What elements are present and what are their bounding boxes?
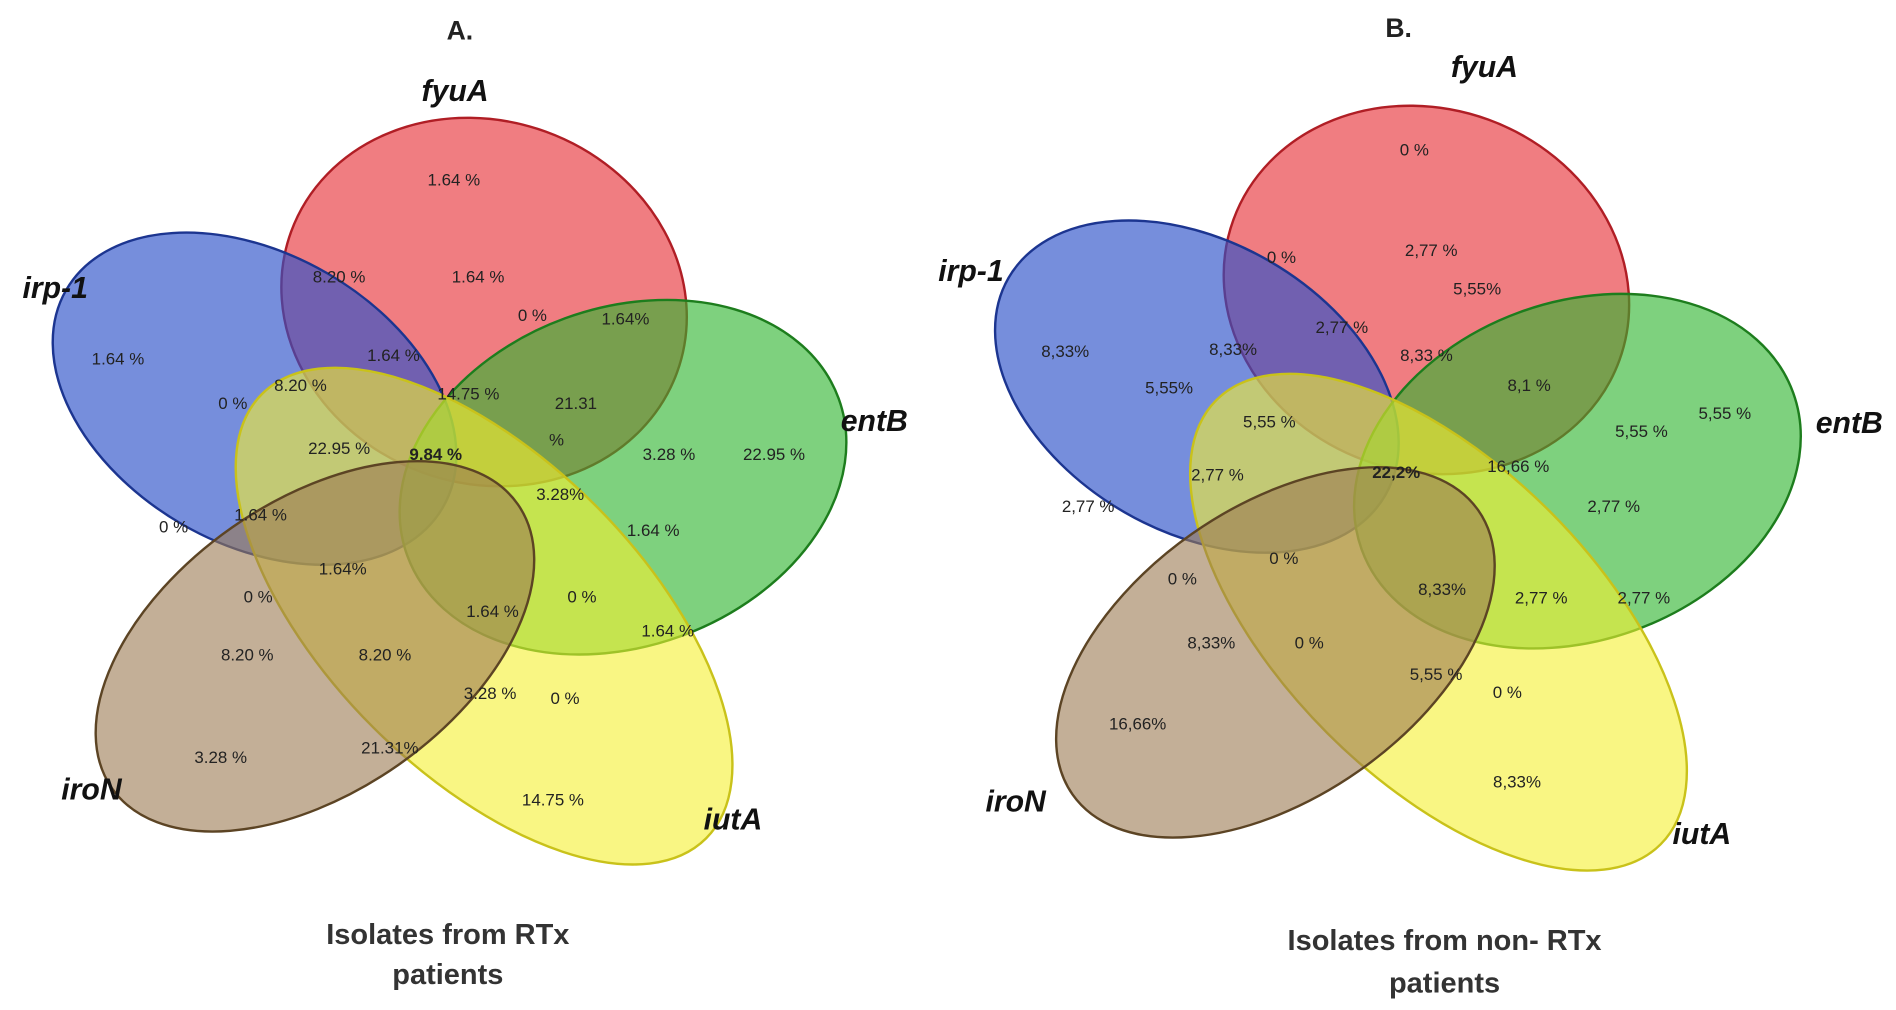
caption: Isolates from non- RTx [1288, 925, 1602, 957]
region-label: 5,55% [1453, 279, 1501, 298]
region-label: 22.95 % [308, 439, 370, 458]
region-label: 2,77 % [1405, 241, 1458, 260]
region-label: 0 % [1295, 633, 1324, 652]
region-label: 8,33 % [1400, 346, 1453, 365]
caption: patients [1389, 967, 1500, 999]
region-label: 3.28 % [643, 445, 696, 464]
region-label: 1.64 % [452, 267, 505, 286]
region-label: 0 % [550, 689, 579, 708]
region-label: 5,55 % [1243, 412, 1296, 431]
region-label: 16,66 % [1487, 457, 1549, 476]
region-label: 1.64 % [627, 521, 680, 540]
set-label: iutA [1673, 818, 1732, 851]
region-label: 8,33% [1187, 633, 1235, 652]
blob-iron [94, 459, 536, 833]
region-label: % [549, 430, 564, 449]
region-label: 1.64 % [428, 171, 481, 190]
venn-a-shapes [51, 116, 848, 866]
region-label: 0 % [244, 587, 273, 606]
region-label: 2,77 % [1515, 589, 1568, 608]
region-label: 8.20 % [313, 267, 366, 286]
region-label: 0 % [1168, 569, 1197, 588]
region-label: 8,33% [1209, 340, 1257, 359]
region-label: 3.28 % [464, 684, 517, 703]
region-label: 1.64 % [92, 349, 145, 368]
region-label: 8,33% [1041, 342, 1089, 361]
region-label: 0 % [1400, 140, 1429, 159]
region-label: 0 % [1269, 549, 1298, 568]
region-label: 1.64 % [466, 602, 519, 621]
venn-b-shapes [993, 104, 1802, 872]
region-label: 0 % [1493, 683, 1522, 702]
panel-title: A. [447, 16, 474, 46]
region-label: 21.31% [361, 739, 418, 758]
region-label: 5,55 % [1699, 404, 1752, 423]
region-label: 0 % [218, 394, 247, 413]
region-label: 5,55 % [1615, 422, 1668, 441]
region-label: 1.64% [601, 310, 649, 329]
caption: patients [392, 959, 503, 991]
region-label: 0 % [567, 587, 596, 606]
caption: Isolates from RTx [326, 919, 569, 951]
region-label: 16,66% [1109, 714, 1166, 733]
blob-iron [1054, 466, 1496, 839]
set-label: fyuA [422, 75, 489, 108]
set-label: irp-1 [938, 255, 1003, 288]
set-label: iutA [704, 804, 763, 837]
region-label: 8.20 % [221, 645, 274, 664]
region-label: 0 % [518, 306, 547, 325]
region-label: 2,77 % [1316, 318, 1369, 337]
region-label: 3.28 % [194, 748, 247, 767]
region-label: 5,55 % [1410, 665, 1463, 684]
set-label: iroN [985, 785, 1047, 818]
set-label: iroN [61, 773, 123, 806]
region-label: 9.84 % [409, 445, 462, 464]
region-label: 1.64% [319, 560, 367, 579]
region-label: 8,33% [1493, 772, 1541, 791]
region-label: 8,1 % [1507, 376, 1550, 395]
region-label: 2,77 % [1618, 589, 1671, 608]
region-label: 21.31 [555, 394, 597, 413]
region-label: 2,77 % [1062, 497, 1115, 516]
region-label: 8.20 % [359, 645, 412, 664]
region-label: 0 % [1267, 248, 1296, 267]
set-label: entB [1816, 407, 1883, 440]
region-label: 14.75 % [437, 385, 499, 404]
panel-title: B. [1385, 13, 1412, 43]
region-label: 2,77 % [1587, 497, 1640, 516]
region-label: 5,55% [1145, 378, 1193, 397]
region-label: 3.28% [536, 485, 584, 504]
region-label: 2,77 % [1191, 465, 1244, 484]
region-label: 1.64 % [641, 621, 694, 640]
region-label: 8.20 % [274, 376, 327, 395]
region-label: 0 % [159, 517, 188, 536]
region-label: 14.75 % [522, 790, 584, 809]
set-label: entB [841, 405, 908, 438]
region-label: 22.95 % [743, 445, 805, 464]
set-label: irp-1 [22, 272, 87, 305]
region-label: 1.64 % [367, 346, 420, 365]
region-label: 8,33% [1418, 580, 1466, 599]
region-label: 1.64 % [234, 505, 287, 524]
set-label: fyuA [1451, 51, 1518, 84]
region-label: 22,2% [1372, 463, 1420, 482]
